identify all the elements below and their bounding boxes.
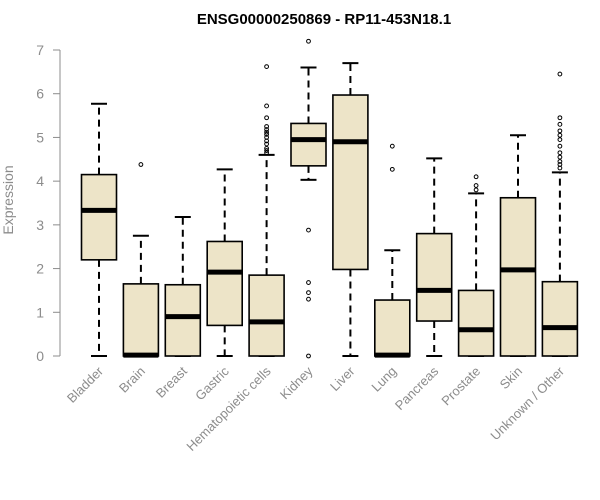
outlier-point	[557, 128, 563, 134]
outlier-point	[389, 166, 395, 172]
box-group	[457, 174, 495, 357]
y-tick-label: 1	[36, 304, 44, 320]
outlier-point	[264, 127, 270, 132]
outlier-point	[557, 162, 563, 167]
box	[80, 173, 118, 261]
box-group	[248, 64, 285, 357]
x-tick-label: Prostate	[438, 364, 483, 409]
y-tick-label: 7	[36, 42, 44, 58]
outlier-point	[306, 227, 311, 233]
box	[373, 299, 411, 357]
outlier-point	[557, 150, 563, 156]
outlier-point	[138, 162, 144, 167]
box-group	[290, 38, 327, 359]
outlier-point	[264, 103, 270, 109]
x-tick-label: Brain	[116, 364, 148, 396]
outlier-point	[264, 124, 270, 129]
outlier-point	[389, 143, 395, 149]
box-group	[122, 162, 160, 358]
box	[248, 274, 285, 357]
box	[415, 232, 453, 322]
outlier-point	[557, 132, 563, 138]
y-axis: 0 1 2 3 4 5 6 7	[36, 42, 61, 364]
y-tick-label: 2	[36, 261, 44, 277]
y-tick-label: 6	[36, 86, 44, 102]
x-tick-label: Breast	[153, 363, 190, 400]
outlier-point	[264, 145, 270, 151]
box-group	[541, 71, 579, 357]
outlier-point	[557, 137, 563, 143]
box	[541, 280, 579, 357]
x-tick-label: Kidney	[277, 363, 316, 402]
outlier-point	[306, 280, 311, 285]
x-tick-label: Gastric	[192, 363, 232, 403]
box	[332, 94, 369, 271]
y-tick-label: 3	[36, 217, 44, 233]
x-tick-label: Skin	[497, 364, 525, 392]
box-group	[499, 134, 537, 357]
outlier-point	[557, 115, 563, 121]
box	[457, 289, 495, 357]
box	[206, 240, 243, 327]
outlier-point	[264, 115, 270, 121]
x-tick-label: Pancreas	[392, 363, 442, 413]
box-group	[415, 157, 453, 357]
box	[164, 283, 202, 357]
outlier-point	[306, 290, 311, 296]
outlier-point	[473, 183, 479, 188]
box	[122, 283, 160, 357]
box-group	[373, 143, 411, 358]
outlier-point	[264, 129, 270, 135]
plot-area	[80, 38, 579, 359]
outlier-point	[264, 131, 270, 137]
box-group	[80, 102, 118, 357]
box-group	[206, 168, 243, 357]
box-group	[164, 215, 202, 357]
outlier-point	[264, 135, 270, 140]
box	[290, 122, 327, 167]
box	[499, 196, 537, 357]
outlier-point	[557, 154, 563, 160]
outlier-point	[306, 296, 311, 302]
y-tick-label: 0	[36, 348, 44, 364]
outlier-point	[306, 38, 311, 44]
y-tick-label: 4	[36, 173, 44, 189]
outlier-point	[557, 159, 563, 164]
x-tick-label: Liver	[327, 363, 358, 394]
box-group	[332, 62, 369, 357]
x-tick-label: Unknown / Other	[487, 363, 567, 443]
y-axis-label: Expression	[0, 165, 16, 234]
x-tick-label: Lung	[368, 364, 399, 395]
y-tick-label: 5	[36, 129, 44, 145]
outlier-point	[264, 148, 270, 153]
outlier-point	[557, 143, 563, 149]
chart-title: ENSG00000250869 - RP11-453N18.1	[197, 11, 451, 28]
outlier-point	[264, 64, 270, 70]
outlier-point	[264, 141, 270, 147]
outlier-point	[306, 353, 311, 359]
outlier-point	[557, 121, 563, 127]
outlier-point	[473, 174, 479, 180]
outlier-point	[473, 187, 479, 193]
x-tick-label: Bladder	[64, 363, 107, 406]
outlier-point	[264, 150, 270, 156]
outlier-point	[557, 71, 563, 77]
